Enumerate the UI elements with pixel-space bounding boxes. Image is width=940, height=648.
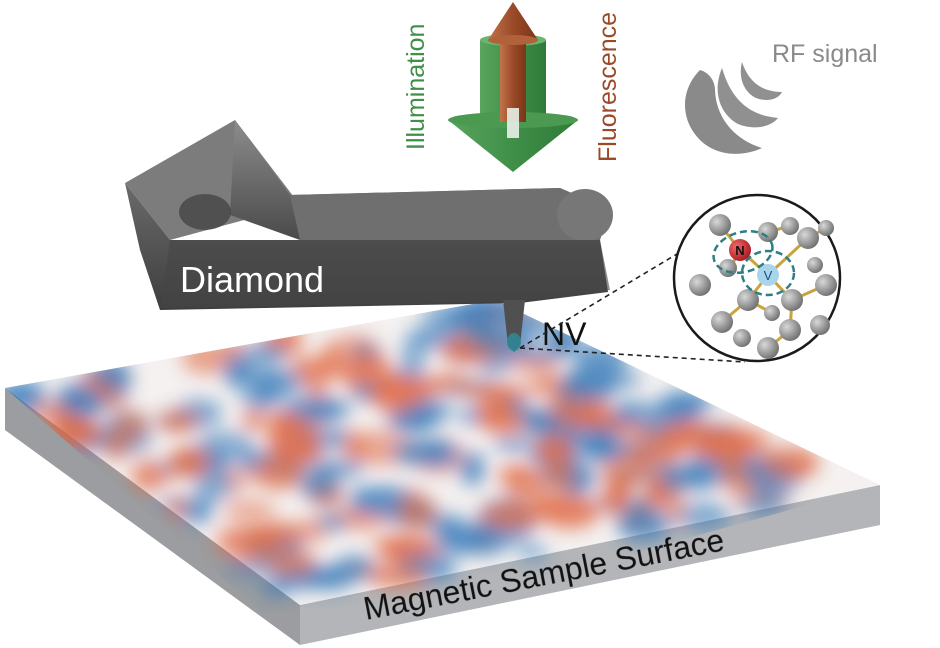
field-domain: [720, 473, 759, 492]
field-domain: [289, 356, 336, 375]
field-domain: [583, 431, 620, 463]
field-domain: [687, 463, 710, 486]
field-domain: [561, 367, 617, 399]
field-domain: [454, 383, 513, 397]
field-domain: [334, 335, 375, 350]
field-domain: [616, 507, 671, 542]
field-domain: [663, 398, 698, 425]
field-domain: [394, 365, 427, 381]
magnetic-sample-slab: [5, 300, 880, 645]
field-domain: [467, 321, 510, 354]
field-domain: [233, 369, 291, 383]
field-domain: [220, 340, 247, 355]
field-domain: [688, 388, 714, 413]
field-domain: [342, 429, 367, 462]
field-domain: [459, 451, 486, 486]
vacancy-label: V: [764, 268, 773, 283]
field-domain: [369, 376, 429, 412]
illumination-arrow-icon: [448, 2, 578, 172]
field-domain: [674, 502, 732, 531]
rf-signal-label: RF signal: [772, 40, 878, 68]
field-domain: [368, 563, 428, 589]
diamond-label: Diamond: [180, 259, 324, 300]
field-domain: [645, 482, 671, 507]
field-domain: [741, 492, 788, 519]
field-domain: [539, 494, 600, 529]
field-domain: [564, 413, 624, 429]
nitrogen-label: N: [735, 243, 744, 258]
slab-front-side: [300, 485, 880, 645]
field-domain: [535, 373, 561, 390]
vacancy-site: [757, 264, 779, 286]
field-domain: [461, 526, 510, 556]
field-domain: [495, 468, 553, 486]
nitrogen-atom: [729, 239, 751, 261]
field-domain: [222, 502, 276, 517]
field-domain: [268, 410, 290, 435]
field-domain: [663, 490, 685, 524]
diamond-cantilever: [125, 120, 613, 352]
field-domain: [247, 522, 304, 545]
illumination-label: Illumination: [402, 24, 430, 150]
field-domain: [267, 549, 317, 576]
nv-lattice-icon: N V: [672, 193, 842, 363]
field-domain: [535, 432, 574, 466]
field-domain: [129, 471, 176, 484]
field-domain: [223, 562, 282, 576]
field-domain: [181, 340, 232, 375]
field-domain: [662, 465, 686, 495]
field-domain: [393, 439, 436, 466]
field-domain: [239, 383, 285, 409]
field-domain: [100, 365, 128, 390]
field-domain: [181, 505, 212, 524]
field-domain: [292, 432, 320, 450]
field-domain: [602, 480, 629, 516]
field-domain: [251, 457, 305, 490]
nv-label: NV: [542, 316, 587, 352]
field-domain: [271, 444, 323, 463]
field-domain: [409, 399, 439, 431]
field-domain: [196, 430, 255, 460]
field-domain: [301, 472, 340, 501]
field-domain: [193, 470, 234, 500]
magnetic-field-pattern: [5, 300, 820, 597]
rf-waves-icon: [685, 62, 782, 154]
field-domain: [158, 410, 198, 433]
field-domain: [106, 429, 128, 462]
field-domain: [306, 384, 329, 398]
field-domain: [460, 407, 482, 424]
field-domain: [760, 446, 820, 480]
field-domain: [547, 459, 575, 493]
field-domain: [517, 546, 550, 560]
field-domain: [245, 342, 287, 365]
field-domain: [480, 501, 544, 530]
field-domain: [242, 409, 266, 431]
field-domain: [310, 399, 352, 419]
field-domain: [493, 438, 533, 451]
field-domain: [167, 447, 210, 478]
field-domain: [395, 495, 438, 530]
zoom-line-upper: [519, 244, 693, 349]
field-domain: [400, 337, 427, 373]
field-domain: [294, 518, 328, 543]
field-domain: [476, 390, 518, 427]
field-domain: [615, 399, 643, 426]
field-domain: [704, 435, 725, 460]
fluorescence-label: Fluorescence: [594, 12, 622, 162]
field-domain: [113, 410, 150, 439]
zoom-line-lower: [519, 347, 746, 363]
field-domain: [421, 301, 475, 330]
field-domain: [623, 443, 685, 465]
field-domain: [298, 570, 353, 589]
